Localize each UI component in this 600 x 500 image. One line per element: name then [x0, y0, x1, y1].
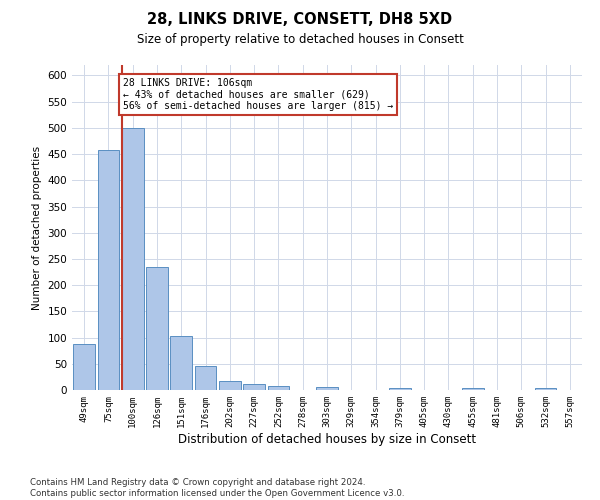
Bar	[316, 388, 338, 390]
Bar	[389, 388, 411, 390]
Bar	[194, 366, 217, 390]
Bar	[122, 128, 143, 390]
Y-axis label: Number of detached properties: Number of detached properties	[32, 146, 42, 310]
Text: Size of property relative to detached houses in Consett: Size of property relative to detached ho…	[137, 32, 463, 46]
Text: 28, LINKS DRIVE, CONSETT, DH8 5XD: 28, LINKS DRIVE, CONSETT, DH8 5XD	[148, 12, 452, 28]
Text: Contains HM Land Registry data © Crown copyright and database right 2024.
Contai: Contains HM Land Registry data © Crown c…	[30, 478, 404, 498]
Bar	[462, 388, 484, 390]
Bar	[73, 344, 95, 390]
X-axis label: Distribution of detached houses by size in Consett: Distribution of detached houses by size …	[178, 432, 476, 446]
Text: 28 LINKS DRIVE: 106sqm
← 43% of detached houses are smaller (629)
56% of semi-de: 28 LINKS DRIVE: 106sqm ← 43% of detached…	[123, 78, 393, 112]
Bar	[97, 150, 119, 390]
Bar	[243, 384, 265, 390]
Bar	[146, 267, 168, 390]
Bar	[535, 388, 556, 390]
Bar	[219, 380, 241, 390]
Bar	[268, 386, 289, 390]
Bar	[170, 336, 192, 390]
